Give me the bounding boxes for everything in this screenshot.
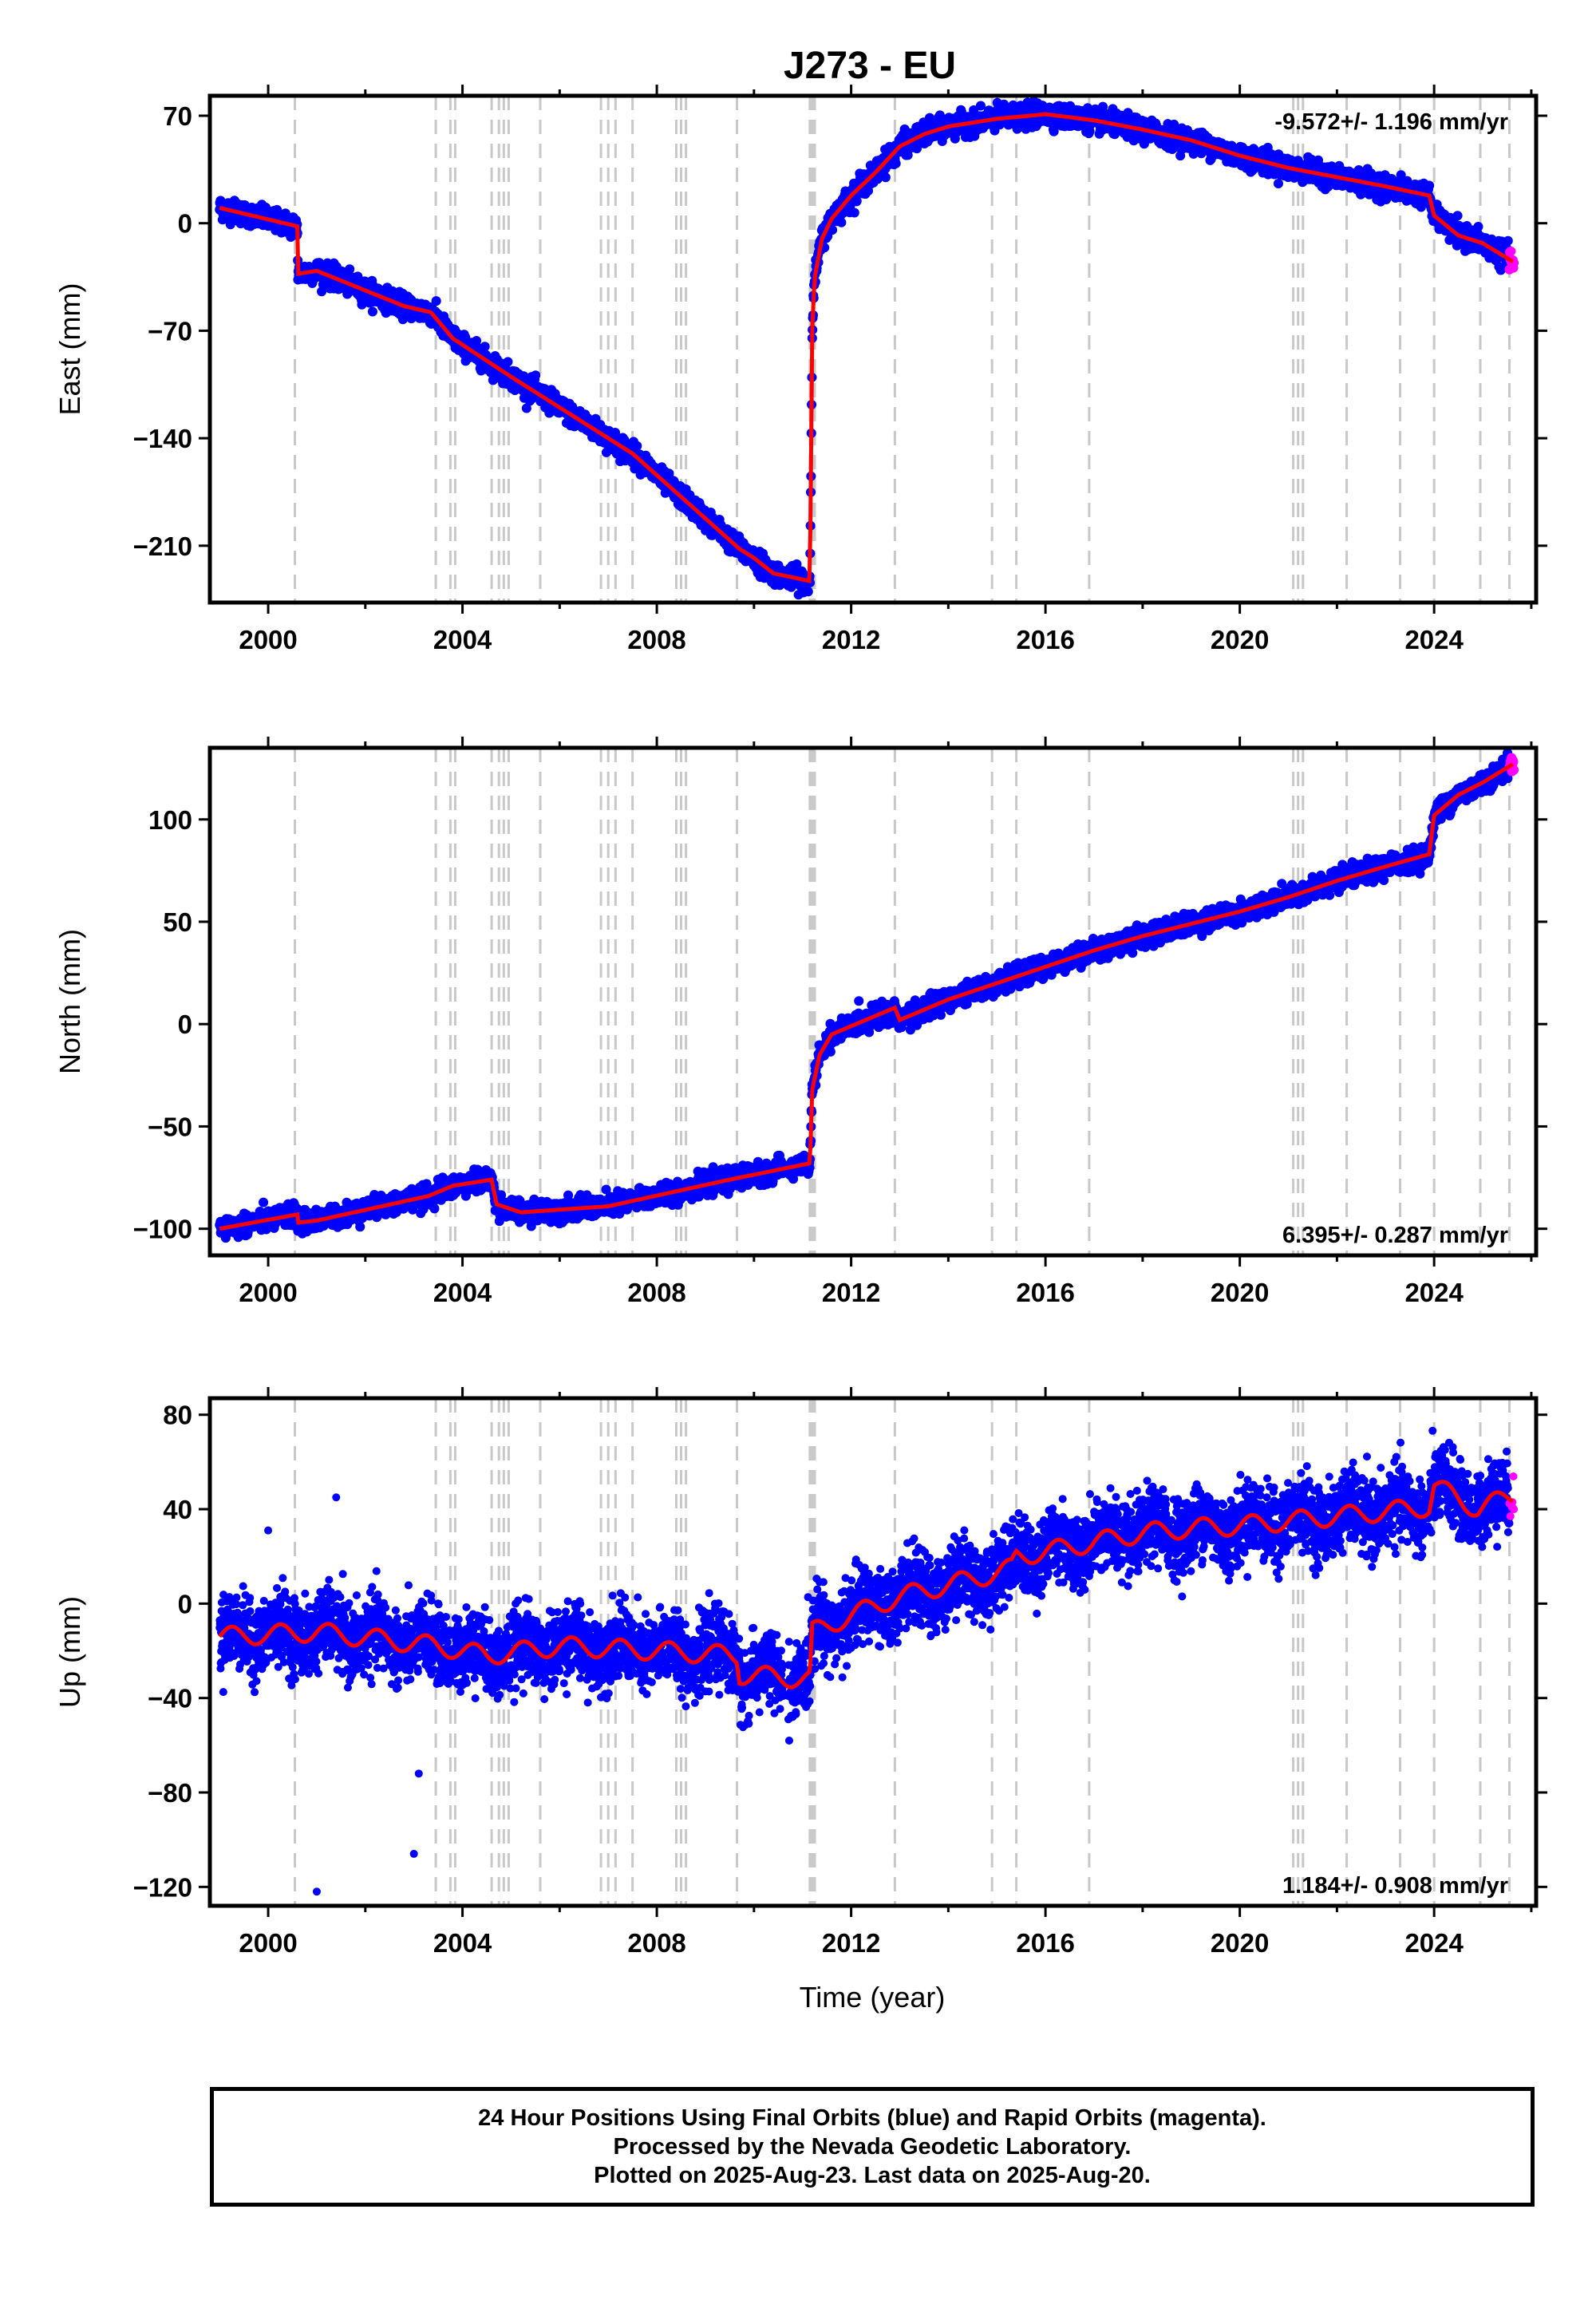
panel-frame: [207, 1396, 1539, 1908]
y-tick-label: −40: [148, 1684, 192, 1713]
x-tick-label: 2008: [627, 625, 685, 654]
panel-east: 2000 2004 2008 2012 2016 2020 2024 70 0 −70 −140 −2…: [53, 85, 1547, 654]
x-tick-label: 2008: [627, 1928, 685, 1958]
final-orbit-points: [215, 1426, 1514, 1745]
panel-frame: [207, 745, 1539, 1258]
x-tick-label: 2004: [433, 1928, 492, 1958]
y-axis-label: Up (mm): [53, 1596, 86, 1708]
footer-box: 24 Hour Positions Using Final Orbits (bl…: [210, 2087, 1535, 2207]
y-tick-label: 0: [178, 209, 192, 239]
model-line: [218, 1480, 1515, 1690]
x-tick-label: 2024: [1404, 625, 1464, 654]
y-axis-label: North (mm): [53, 929, 86, 1074]
x-tick-label: 2004: [433, 625, 492, 654]
y-tick-label: −80: [148, 1778, 192, 1808]
y-tick-label: −70: [148, 316, 192, 346]
x-tick-label: 2024: [1404, 1278, 1464, 1307]
panel-frame: [207, 93, 1539, 605]
y-tick-label: 70: [163, 101, 192, 131]
outlier-point: [414, 1769, 423, 1778]
y-tick-label: −100: [133, 1215, 192, 1244]
x-tick-label: 2008: [627, 1278, 685, 1307]
x-tick-label: 2012: [822, 625, 880, 654]
outlier-point: [332, 1493, 341, 1502]
y-tick-label: 80: [163, 1401, 192, 1430]
x-tick-label: 2012: [822, 1928, 880, 1958]
y-tick-label: 40: [163, 1495, 192, 1524]
y-tick-label: 0: [178, 1010, 192, 1039]
x-tick-label: 2000: [239, 1928, 297, 1958]
y-tick-label: −210: [133, 532, 192, 561]
footer-line-1: 24 Hour Positions Using Final Orbits (bl…: [478, 2105, 1266, 2131]
y-tick-label: −120: [133, 1872, 192, 1902]
y-tick-label: −140: [133, 424, 192, 453]
model-line: [219, 112, 1515, 583]
outlier-point: [409, 1849, 418, 1858]
x-tick-label: 2024: [1404, 1928, 1464, 1958]
outlier-point: [312, 1887, 321, 1896]
y-tick-label: 50: [163, 907, 192, 937]
x-tick-label: 2020: [1211, 1278, 1269, 1307]
plot-area: [215, 748, 1519, 1255]
x-tick-label: 2000: [239, 1278, 297, 1307]
outlier-point: [264, 1526, 273, 1535]
plot-area: [215, 96, 1519, 603]
y-tick-label: 100: [148, 805, 192, 835]
plot-area: [215, 1398, 1519, 1906]
final-orbit-points: [215, 748, 1515, 1243]
chart-title: J273 - EU: [784, 45, 956, 87]
x-tick-label: 2020: [1211, 625, 1269, 654]
y-tick-label: −50: [148, 1112, 192, 1141]
x-tick-label: 2020: [1211, 1928, 1269, 1958]
x-tick-label: 2000: [239, 625, 297, 654]
y-tick-label: 0: [178, 1589, 192, 1618]
final-orbit-points: [215, 96, 1515, 600]
panel-north: 2000 2004 2008 2012 2016 2020 2024 100 50 0 −50 −10…: [53, 737, 1547, 1307]
model-line: [219, 762, 1515, 1231]
footer-line-3: Plotted on 2025-Aug-23. Last data on 202…: [594, 2163, 1151, 2188]
x-tick-label: 2016: [1016, 1278, 1074, 1307]
panels: 2000 2004 2008 2012 2016 2020 2024 70 0 −70 −140 −2…: [53, 85, 1547, 1958]
x-tick-label: 2012: [822, 1278, 880, 1307]
x-tick-label: 2016: [1016, 625, 1074, 654]
rate-annotation: -9.572+/- 1.196 mm/yr: [1274, 109, 1508, 135]
x-tick-label: 2016: [1016, 1928, 1074, 1958]
x-axis-label: Time (year): [800, 1981, 946, 2014]
footer-line-2: Processed by the Nevada Geodetic Laborat…: [613, 2134, 1132, 2160]
panel-up: 2000 2004 2008 2012 2016 2020 2024 80 40 0 −40 −80 −…: [53, 1387, 1547, 1958]
rate-annotation: 6.395+/- 0.287 mm/yr: [1282, 1223, 1508, 1248]
x-tick-label: 2004: [433, 1278, 492, 1307]
rate-annotation: 1.184+/- 0.908 mm/yr: [1282, 1873, 1508, 1899]
y-axis-label: East (mm): [53, 283, 86, 416]
